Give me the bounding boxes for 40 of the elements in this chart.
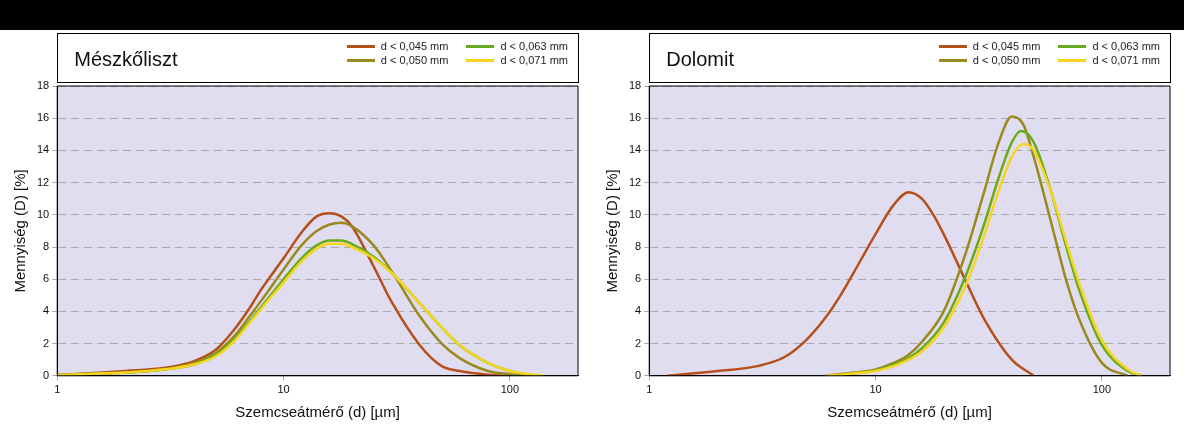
legend-label: d < 0,071 mm [1092, 54, 1160, 66]
chart-title: Mészkőliszt [74, 48, 178, 71]
y-tick-label: 18 [628, 79, 642, 92]
y-tick-label: 8 [635, 240, 642, 253]
y-tick-label: 14 [628, 143, 642, 156]
x-tick-label: 1 [646, 383, 653, 396]
x-axis-title: Szemcseátmérő (d) [µm] [235, 403, 400, 421]
x-tick-label: 10 [277, 383, 290, 396]
legend-label: d < 0,050 mm [380, 54, 449, 66]
y-tick-label: 6 [43, 272, 50, 285]
y-tick-label: 0 [635, 368, 642, 381]
x-tick-label: 10 [869, 383, 882, 396]
y-tick-label: 16 [36, 111, 50, 124]
legend-label: d < 0,071 mm [500, 54, 568, 66]
y-tick-label: 4 [635, 304, 642, 317]
y-tick-label: 2 [635, 336, 642, 349]
legend-label: d < 0,050 mm [972, 54, 1041, 66]
x-tick-label: 100 [500, 383, 520, 396]
y-tick-label: 10 [36, 207, 50, 220]
y-tick-label: 18 [36, 79, 50, 92]
y-axis-title: Mennyiség (D) [%] [11, 169, 29, 293]
chart-title: Dolomit [666, 48, 735, 71]
y-tick-label: 4 [43, 304, 50, 317]
legend-label: d < 0,063 mm [1092, 40, 1160, 52]
y-tick-label: 12 [36, 175, 50, 188]
x-axis-title: Szemcseátmérő (d) [µm] [827, 403, 992, 421]
y-tick-label: 0 [43, 368, 50, 381]
y-tick-label: 6 [635, 272, 642, 285]
y-tick-label: 16 [628, 111, 642, 124]
legend-label: d < 0,063 mm [500, 40, 568, 52]
y-tick-label: 2 [43, 336, 50, 349]
y-tick-label: 10 [628, 207, 642, 220]
y-tick-label: 12 [628, 175, 642, 188]
legend-label: d < 0,045 mm [972, 40, 1041, 52]
legend-label: d < 0,045 mm [380, 40, 449, 52]
x-tick-label: 1 [54, 383, 61, 396]
y-axis-title: Mennyiség (D) [%] [603, 169, 621, 293]
x-tick-label: 100 [1092, 383, 1112, 396]
y-tick-label: 8 [43, 240, 50, 253]
y-tick-label: 14 [36, 143, 50, 156]
